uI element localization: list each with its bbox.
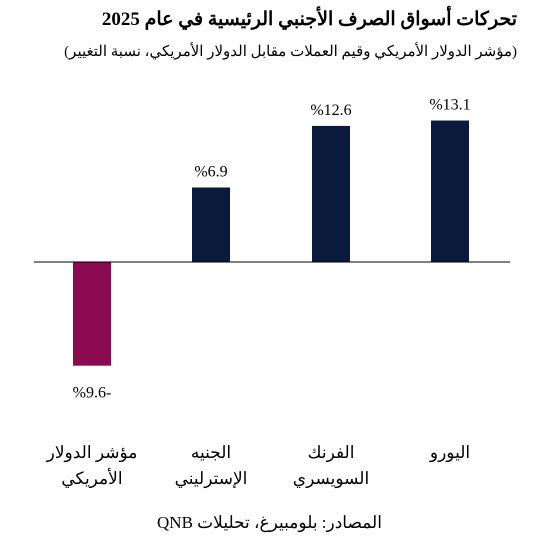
category-label-2-0: الفرنك — [308, 443, 355, 463]
data-label-0: %9.6- — [73, 385, 112, 402]
chart-title: تحركات أسواق الصرف الأجنبي الرئيسية في ع… — [101, 9, 517, 30]
bar-chart: %9.6- مؤشر الدولار الأمريكي %6.9 الجنيه الإست… — [34, 97, 510, 489]
bar-3 — [431, 120, 469, 263]
category-label-1-1: الإسترليني — [175, 469, 248, 489]
category-label-0-0: مؤشر الدولار — [46, 443, 138, 463]
bar-2 — [312, 125, 350, 262]
data-label-1: %6.9 — [194, 163, 227, 180]
data-label-3: %13.1 — [429, 97, 470, 114]
category-label-3-0: اليورو — [429, 443, 470, 463]
bar-1 — [192, 187, 230, 262]
chart-subtitle: (مؤشر الدولار الأمريكي وقيم العملات مقاب… — [64, 44, 517, 60]
data-label-2: %12.6 — [310, 102, 351, 119]
category-label-1-0: الجنيه — [191, 443, 231, 462]
bar-0 — [73, 262, 111, 366]
category-label-2-1: السويسري — [293, 469, 369, 489]
category-label-0-1: الأمريكي — [61, 468, 122, 489]
source-note: المصادر: بلومبيرغ، تحليلات QNB — [157, 513, 382, 532]
